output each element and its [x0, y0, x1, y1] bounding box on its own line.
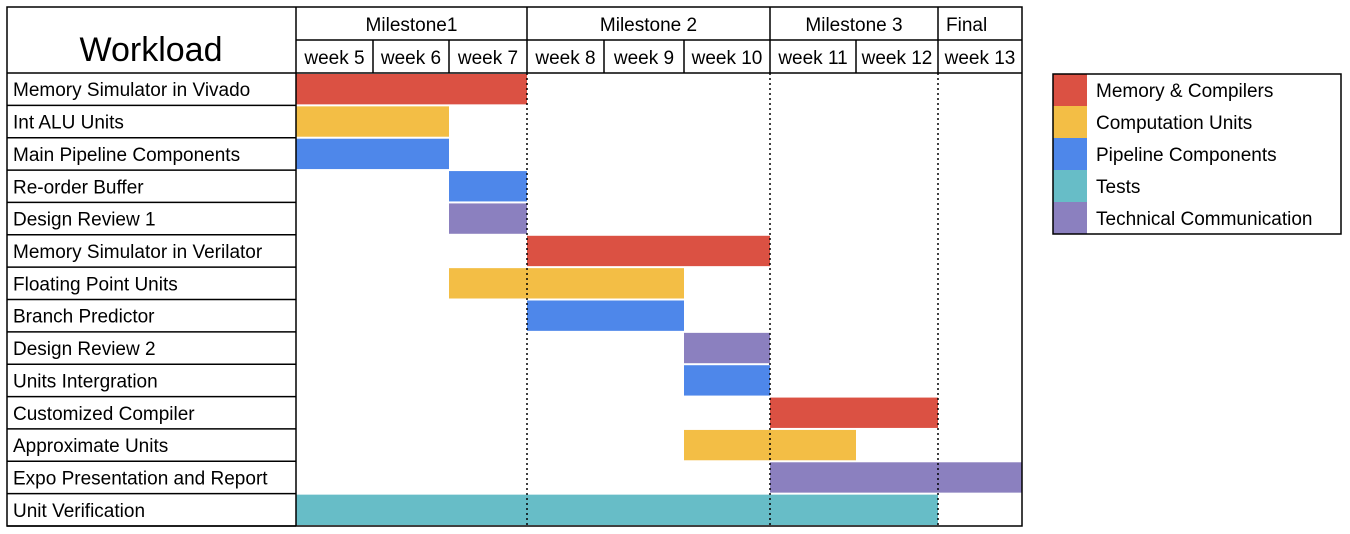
task-bar [449, 268, 684, 299]
task-bar [296, 106, 449, 137]
task-bar [296, 138, 449, 170]
task-label: Unit Verification [13, 501, 145, 522]
task-label: Floating Point Units [13, 274, 178, 295]
week-label: week 13 [944, 48, 1016, 69]
legend-swatch [1053, 106, 1087, 138]
week-label: week 12 [861, 48, 933, 69]
week-label: week 7 [457, 48, 518, 69]
text-layer: Workload Milestone1 Milestone 2 Milestone … [13, 15, 1015, 522]
task-bar [296, 494, 938, 525]
task-label: Customized Compiler [13, 404, 195, 425]
legend-swatch [1053, 170, 1087, 202]
milestone-label: Final [946, 15, 987, 36]
task-label: Re-order Buffer [13, 177, 144, 198]
legend-label: Memory & Compilers [1096, 81, 1273, 102]
week-label: week 6 [380, 48, 441, 69]
legend-frame [1052, 73, 1342, 235]
week-label: week 10 [691, 48, 763, 69]
week-label: week 5 [303, 48, 364, 69]
task-bar [770, 462, 1022, 493]
task-label: Expo Presentation and Report [13, 468, 268, 489]
legend-label: Pipeline Components [1096, 145, 1277, 166]
task-bar [296, 74, 527, 105]
milestone-label: Milestone 2 [600, 15, 697, 36]
legend-label: Technical Communication [1096, 209, 1313, 230]
week-label: week 11 [777, 48, 847, 69]
task-label: Design Review 2 [13, 339, 156, 360]
legend-swatch [1053, 202, 1087, 234]
task-label: Branch Predictor [13, 307, 155, 328]
task-label: Int ALU Units [13, 113, 124, 134]
task-bar [684, 365, 770, 396]
week-label: week 9 [613, 48, 674, 69]
chart-title: Workload [80, 31, 223, 69]
legend-swatch [1053, 74, 1087, 106]
task-bar [527, 300, 684, 331]
chart-frame [6, 6, 1023, 527]
milestone-label: Milestone 3 [805, 15, 902, 36]
legend-label: Tests [1096, 177, 1140, 198]
bars-layer [296, 74, 1022, 525]
task-label: Memory Simulator in Vivado [13, 80, 250, 101]
task-label: Approximate Units [13, 436, 168, 457]
legend: Memory & Compilers Computation Units Pipel… [1052, 73, 1342, 235]
milestone-label: Milestone1 [366, 15, 458, 36]
week-label: week 8 [534, 48, 595, 69]
task-label: Memory Simulator in Verilator [13, 242, 263, 263]
task-bar [684, 332, 770, 364]
legend-swatch [1053, 138, 1087, 170]
task-bar [527, 235, 770, 267]
task-label: Design Review 1 [13, 210, 156, 231]
task-label: Units Intergration [13, 371, 158, 392]
task-bar [449, 171, 527, 202]
task-label: Main Pipeline Components [13, 145, 240, 166]
task-bar [449, 203, 527, 234]
legend-label: Computation Units [1096, 113, 1252, 134]
task-bar [770, 397, 938, 428]
grid-layer [6, 6, 1023, 527]
